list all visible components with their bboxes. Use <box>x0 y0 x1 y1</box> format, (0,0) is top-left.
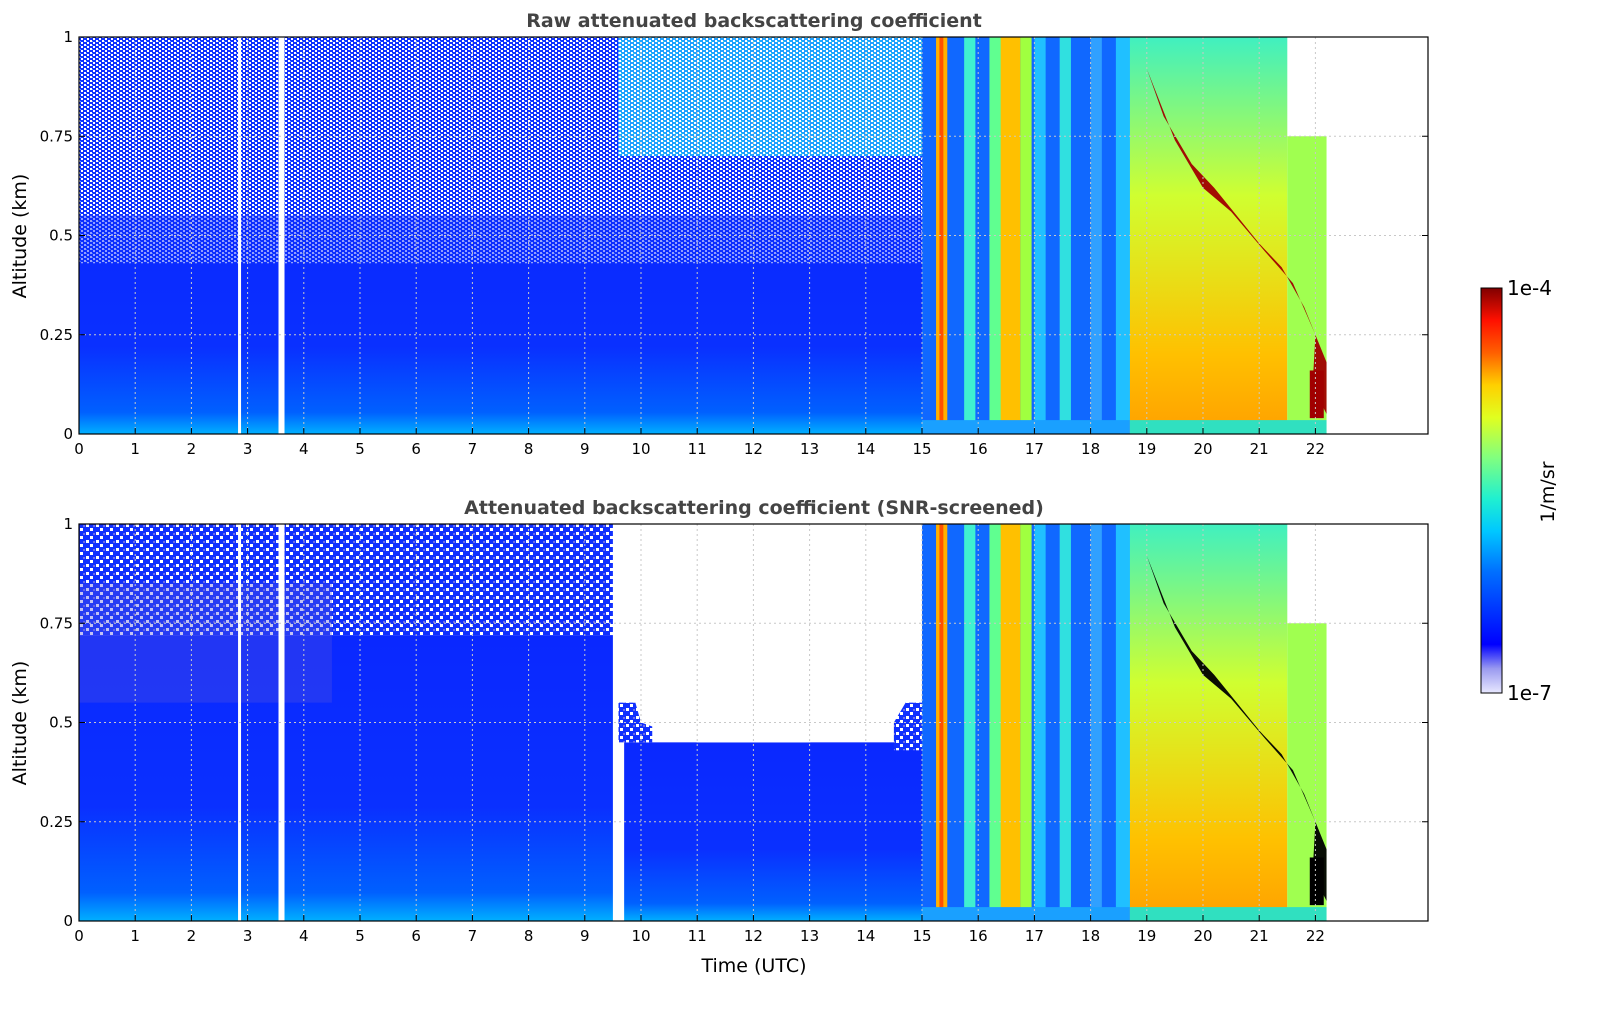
x-tick-label: 4 <box>299 927 309 945</box>
column-band <box>939 37 944 434</box>
x-tick-label: 17 <box>1025 927 1044 945</box>
no-data-region <box>1326 37 1428 434</box>
chart-title: Raw attenuated backscattering coefficien… <box>526 10 982 32</box>
y-tick-labels: 0 0.25 0.5 0.75 1 <box>40 515 1428 930</box>
background-region <box>624 742 922 921</box>
x-tick-label: 1 <box>130 440 140 458</box>
y-tick-label: 0.25 <box>40 326 73 344</box>
x-tick-label: 19 <box>1137 440 1156 458</box>
x-tick-label: 18 <box>1081 440 1100 458</box>
colorbar-gradient <box>1480 287 1503 694</box>
x-tick-label: 6 <box>411 440 421 458</box>
background-region <box>79 635 613 921</box>
x-tick-label: 12 <box>744 927 763 945</box>
x-tick-label: 21 <box>1250 440 1269 458</box>
x-tick-label: 21 <box>1250 927 1269 945</box>
x-tick-label: 16 <box>969 927 988 945</box>
faint-layer <box>79 583 332 703</box>
y-tick-label: 0.5 <box>49 227 73 245</box>
x-tick-label: 4 <box>299 440 309 458</box>
x-axis-label: Time (UTC) <box>700 955 806 977</box>
noise-region <box>79 524 613 636</box>
column-band <box>1090 37 1102 434</box>
x-tick-label: 22 <box>1306 440 1325 458</box>
snr-screened-panel: Attenuated backscattering coefficient (S… <box>9 497 1429 977</box>
x-tick-label: 0 <box>74 440 84 458</box>
x-tick-label: 18 <box>1081 927 1100 945</box>
chart-title: Attenuated backscattering coefficient (S… <box>464 497 1044 519</box>
y-tick-label: 0.75 <box>40 127 73 145</box>
x-tick-label: 11 <box>688 440 707 458</box>
x-tick-label: 5 <box>355 440 365 458</box>
x-tick-label: 14 <box>856 440 875 458</box>
surface-layer <box>1129 420 1327 434</box>
surface-layer <box>1129 907 1327 921</box>
x-tick-label: 5 <box>355 927 365 945</box>
colorbar-label: 1/m/sr <box>1537 461 1559 522</box>
data-gap <box>278 37 285 434</box>
surface-layer <box>922 907 1130 921</box>
x-tick-label: 20 <box>1193 440 1212 458</box>
grid-lines <box>79 37 1428 434</box>
y-tick-label: 1 <box>63 28 73 46</box>
x-tick-label: 8 <box>524 927 534 945</box>
surface-layer <box>922 420 1130 434</box>
y-tick-label: 0.25 <box>40 813 73 831</box>
x-tick-labels: 0 1 2 3 4 5 6 7 8 9 10 11 12 13 14 15 16 17 18 19 20 21 22 <box>74 428 1325 458</box>
y-axis-label: Altitude (km) <box>9 661 31 786</box>
x-tick-label: 13 <box>800 927 819 945</box>
x-tick-label: 7 <box>468 440 478 458</box>
y-tick-label: 0 <box>63 425 73 443</box>
y-tick-label: 0.5 <box>49 714 73 732</box>
x-tick-labels: 0 1 2 3 4 5 6 7 8 9 10 11 12 13 14 15 16 17 18 19 20 21 22 <box>74 915 1325 945</box>
x-tick-label: 13 <box>800 440 819 458</box>
x-tick-label: 20 <box>1193 927 1212 945</box>
noise-region <box>618 37 922 157</box>
y-tick-label: 0.75 <box>40 614 73 632</box>
heatmap-field <box>79 37 1428 434</box>
x-tick-label: 2 <box>187 927 197 945</box>
x-tick-label: 12 <box>744 440 763 458</box>
x-tick-label: 11 <box>688 927 707 945</box>
x-tick-label: 15 <box>912 927 931 945</box>
x-tick-label: 14 <box>856 927 875 945</box>
x-tick-label: 9 <box>580 927 590 945</box>
data-gap <box>278 524 285 921</box>
y-tick-label: 0 <box>63 912 73 930</box>
y-axis-label: Altitude (km) <box>9 174 31 299</box>
x-tick-label: 16 <box>969 440 988 458</box>
x-tick-label: 2 <box>187 440 197 458</box>
colorbar-max-label: 1e-4 <box>1507 276 1552 300</box>
noise-region <box>79 215 922 264</box>
column-band <box>939 524 944 921</box>
y-tick-label: 1 <box>63 515 73 533</box>
x-tick-label: 22 <box>1306 927 1325 945</box>
x-tick-label: 3 <box>243 440 253 458</box>
cloud-deck <box>1129 524 1288 921</box>
colorbar-min-label: 1e-7 <box>1507 681 1552 705</box>
x-tick-label: 7 <box>468 927 478 945</box>
y-tick-labels: 0 0.25 0.5 0.75 1 <box>40 28 1428 443</box>
x-tick-label: 3 <box>243 927 253 945</box>
no-data-region <box>1326 524 1428 921</box>
x-tick-label: 1 <box>130 927 140 945</box>
cloud-deck <box>1129 37 1288 434</box>
dense-cloud-layer <box>1309 370 1324 419</box>
grid-lines <box>79 524 1428 921</box>
x-tick-label: 19 <box>1137 927 1156 945</box>
x-tick-label: 9 <box>580 440 590 458</box>
column-band <box>1090 524 1102 921</box>
x-tick-label: 10 <box>631 440 650 458</box>
x-tick-label: 17 <box>1025 440 1044 458</box>
raw-backscatter-panel: Raw attenuated backscattering coefficien… <box>9 10 1429 458</box>
x-tick-label: 0 <box>74 927 84 945</box>
screened-region <box>618 524 922 743</box>
x-tick-label: 10 <box>631 927 650 945</box>
x-tick-label: 6 <box>411 927 421 945</box>
x-tick-label: 15 <box>912 440 931 458</box>
x-tick-label: 8 <box>524 440 534 458</box>
dense-cloud-layer <box>1309 857 1324 906</box>
colorbar: 1e-4 1e-7 1/m/sr <box>1480 276 1559 705</box>
